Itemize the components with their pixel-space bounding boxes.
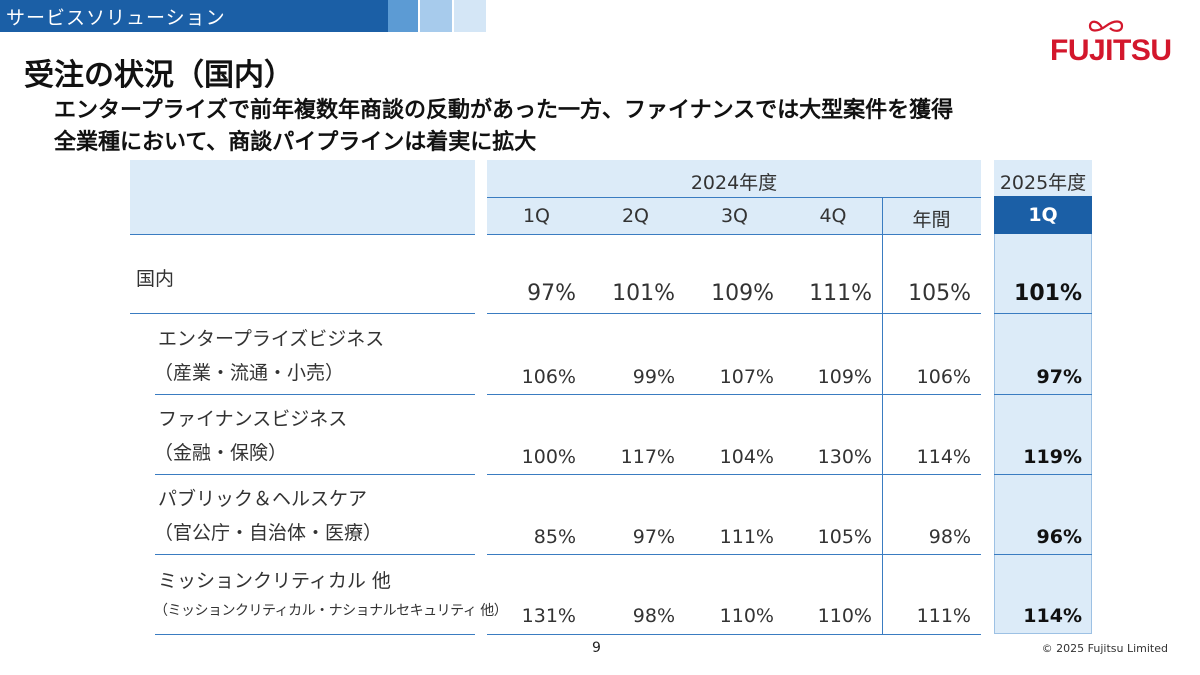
fy2025-column-header: 1Q bbox=[994, 196, 1092, 234]
column-header: 年間 bbox=[912, 209, 951, 231]
copyright: © 2025 Fujitsu Limited bbox=[1041, 642, 1168, 655]
fy2025-value-cell: 101% bbox=[1014, 281, 1082, 306]
value-cell: 106% bbox=[916, 366, 971, 388]
column-header: 4Q bbox=[819, 205, 847, 227]
section-header-bar: サービスソリューション bbox=[0, 0, 388, 32]
table-rule bbox=[487, 313, 981, 314]
value-cell: 101% bbox=[612, 281, 675, 306]
table-rule bbox=[487, 554, 981, 555]
row-label: ファイナンスビジネス bbox=[158, 408, 348, 430]
value-cell: 109% bbox=[817, 366, 872, 388]
row-label: 国内 bbox=[136, 268, 175, 290]
table-rule bbox=[487, 634, 981, 635]
value-cell: 106% bbox=[521, 366, 576, 388]
value-cell: 97% bbox=[632, 526, 675, 548]
column-header: 3Q bbox=[720, 205, 749, 227]
page-number: 9 bbox=[592, 640, 601, 656]
row-sublabel: （金融・保険） bbox=[154, 442, 288, 464]
fy2025-value-cell: 97% bbox=[1036, 366, 1082, 388]
table-rule bbox=[155, 474, 475, 475]
value-cell: 104% bbox=[719, 446, 774, 468]
table-rule bbox=[994, 313, 1092, 314]
fujitsu-logo: FUJITSU bbox=[1048, 16, 1172, 68]
value-cell: 111% bbox=[809, 281, 872, 306]
value-cell: 85% bbox=[533, 526, 576, 548]
page-title: 受注の状況（国内） bbox=[24, 58, 294, 93]
infinity-mark-icon bbox=[1088, 20, 1124, 32]
row-label: パブリック＆ヘルスケア bbox=[158, 488, 368, 510]
fy2025-label: 2025年度 bbox=[999, 172, 1087, 194]
value-cell: 105% bbox=[817, 526, 872, 548]
table-rule bbox=[994, 554, 1092, 555]
value-cell: 107% bbox=[719, 366, 774, 388]
fy2025-value-cell: 114% bbox=[1023, 605, 1082, 627]
table-rule bbox=[487, 197, 981, 198]
column-header: 1Q bbox=[522, 205, 551, 227]
table-rule bbox=[130, 234, 475, 235]
table-rule-vertical bbox=[882, 197, 883, 634]
value-cell: 105% bbox=[908, 281, 971, 306]
value-cell: 110% bbox=[719, 605, 774, 627]
value-cell: 114% bbox=[916, 446, 971, 468]
value-cell: 117% bbox=[620, 446, 675, 468]
fy2025-value-cell: 96% bbox=[1036, 526, 1082, 548]
value-cell: 110% bbox=[817, 605, 872, 627]
row-sublabel: （官公庁・自治体・医療） bbox=[154, 522, 383, 544]
value-cell: 98% bbox=[632, 605, 675, 627]
subtitle-line-1: エンタープライズで前年複数年商談の反動があった一方、ファイナンスでは大型案件を獲… bbox=[54, 98, 954, 123]
table-rule bbox=[130, 313, 475, 314]
value-cell: 111% bbox=[916, 605, 971, 627]
value-cell: 98% bbox=[928, 526, 971, 548]
table-rule bbox=[155, 394, 475, 395]
table-header-fy2025 bbox=[994, 160, 1092, 196]
header-stripe bbox=[454, 0, 486, 32]
fy2024-label: 2024年度 bbox=[690, 172, 778, 194]
value-cell: 100% bbox=[521, 446, 576, 468]
fy2025-column bbox=[994, 196, 1092, 634]
header-stripe bbox=[420, 0, 452, 32]
value-cell: 130% bbox=[817, 446, 872, 468]
table-header-blank bbox=[130, 160, 475, 234]
column-header: 2Q bbox=[621, 205, 650, 227]
section-label: サービスソリューション bbox=[6, 7, 226, 29]
table-rule bbox=[155, 634, 475, 635]
fy2025-value-cell: 119% bbox=[1023, 446, 1082, 468]
table-rule bbox=[487, 394, 981, 395]
header-stripe bbox=[388, 0, 418, 32]
table-rule bbox=[994, 394, 1092, 395]
logo-wordmark: FUJITSU bbox=[1050, 34, 1172, 67]
row-label: エンタープライズビジネス bbox=[158, 328, 385, 350]
row-label: ミッションクリティカル 他 bbox=[158, 570, 391, 592]
value-cell: 97% bbox=[527, 281, 576, 306]
value-cell: 111% bbox=[719, 526, 774, 548]
table-rule bbox=[994, 474, 1092, 475]
row-sublabel: （ミッションクリティカル・ナショナルセキュリティ 他） bbox=[154, 603, 508, 619]
subtitle-line-2: 全業種において、商談パイプラインは着実に拡大 bbox=[54, 130, 537, 155]
value-cell: 99% bbox=[632, 366, 675, 388]
row-sublabel: （産業・流通・小売） bbox=[154, 362, 345, 384]
value-cell: 131% bbox=[521, 605, 576, 627]
table-rule bbox=[155, 554, 475, 555]
value-cell: 109% bbox=[711, 281, 774, 306]
table-rule bbox=[487, 234, 981, 235]
table-rule bbox=[487, 474, 981, 475]
